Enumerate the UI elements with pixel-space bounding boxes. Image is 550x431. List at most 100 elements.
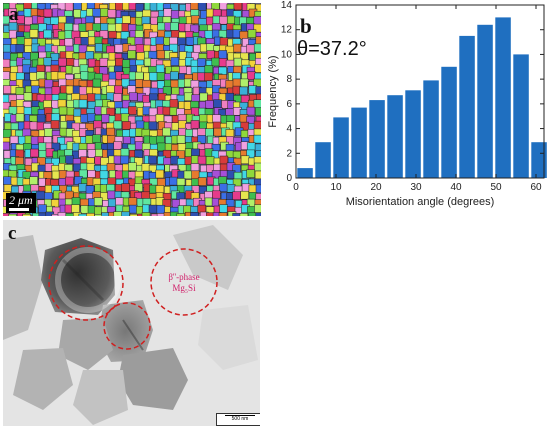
grain xyxy=(100,23,109,32)
grain xyxy=(29,176,38,185)
grain xyxy=(106,127,115,137)
grain xyxy=(78,149,87,158)
x-tick-label: 20 xyxy=(370,182,382,193)
grain xyxy=(169,176,178,186)
grain xyxy=(3,129,12,138)
grain xyxy=(94,214,103,216)
grain xyxy=(128,197,138,206)
histogram-bar xyxy=(315,142,331,178)
grain xyxy=(38,142,47,152)
scale-bar-a: 2 μm xyxy=(6,193,36,213)
grain xyxy=(106,85,115,94)
grain xyxy=(226,184,236,193)
grain xyxy=(190,120,200,129)
x-tick-label: 0 xyxy=(293,182,299,193)
grain xyxy=(225,92,234,102)
grain xyxy=(169,211,179,216)
grain xyxy=(184,92,193,102)
y-axis-label: Frequency (%) xyxy=(267,55,279,127)
grain xyxy=(232,78,242,88)
x-tick-label: 10 xyxy=(330,182,342,193)
panel-c-label: c xyxy=(8,223,17,244)
grain xyxy=(246,142,256,151)
grain xyxy=(239,213,249,216)
grain xyxy=(212,114,221,123)
grain xyxy=(197,155,207,165)
grain xyxy=(197,58,206,67)
histogram-bar xyxy=(477,24,493,178)
grain xyxy=(38,204,47,213)
grain xyxy=(78,99,88,109)
grain xyxy=(253,99,261,108)
grain xyxy=(43,57,53,66)
grain xyxy=(92,134,101,143)
grain xyxy=(253,134,261,144)
grain xyxy=(44,128,53,137)
grain xyxy=(219,155,229,165)
grain xyxy=(95,43,104,52)
grain xyxy=(253,16,261,25)
grain xyxy=(226,15,236,25)
grain xyxy=(170,10,180,19)
grain xyxy=(113,211,123,216)
grain xyxy=(65,213,75,216)
grain xyxy=(255,107,261,116)
y-tick-label: 14 xyxy=(281,0,293,11)
grain xyxy=(113,93,122,102)
tem-micrograph: c β''-phase Mg₅Si 500 nm xyxy=(3,220,260,426)
ebsd-grain-map: a 2 μm xyxy=(3,3,261,216)
grain xyxy=(78,23,88,32)
grain xyxy=(107,9,117,18)
grain-map-image xyxy=(3,3,261,216)
grain xyxy=(50,16,59,26)
grain xyxy=(73,212,82,216)
grain xyxy=(50,120,60,129)
grain xyxy=(87,113,96,122)
grain xyxy=(122,121,131,130)
y-tick-label: 10 xyxy=(281,49,293,60)
grain xyxy=(254,162,261,172)
grain xyxy=(135,79,144,88)
grain xyxy=(3,85,12,94)
grain xyxy=(79,86,88,96)
grain xyxy=(78,183,87,192)
grain xyxy=(121,211,130,216)
grain xyxy=(156,50,166,59)
grain xyxy=(101,114,110,123)
grain xyxy=(219,204,228,213)
grain xyxy=(212,212,222,216)
grain xyxy=(141,163,151,172)
grain xyxy=(177,37,186,46)
scale-bar-c: 500 nm xyxy=(216,413,260,426)
grain xyxy=(24,38,33,47)
grain xyxy=(169,99,179,108)
y-tick-label: 8 xyxy=(286,74,292,85)
histogram-bar xyxy=(441,66,457,178)
grain xyxy=(15,44,25,53)
grain xyxy=(51,214,61,216)
grain xyxy=(183,170,193,180)
grain xyxy=(206,50,216,59)
grain xyxy=(24,16,33,26)
grain xyxy=(73,3,82,11)
grain xyxy=(155,36,165,46)
grain xyxy=(212,190,221,200)
grain xyxy=(3,213,11,216)
grain xyxy=(184,211,194,216)
grain xyxy=(170,71,179,80)
grain xyxy=(148,121,158,131)
grain xyxy=(253,43,261,53)
grain xyxy=(129,213,139,216)
grain xyxy=(43,100,52,109)
x-tick-label: 60 xyxy=(530,182,542,193)
grain xyxy=(176,213,186,216)
grain xyxy=(211,57,221,67)
y-tick-label: 6 xyxy=(286,99,292,110)
grain xyxy=(128,92,138,101)
grain xyxy=(239,86,248,96)
grain xyxy=(15,87,25,96)
grain xyxy=(43,29,52,39)
grain xyxy=(156,72,166,81)
grain xyxy=(122,15,131,25)
grain xyxy=(92,8,101,17)
